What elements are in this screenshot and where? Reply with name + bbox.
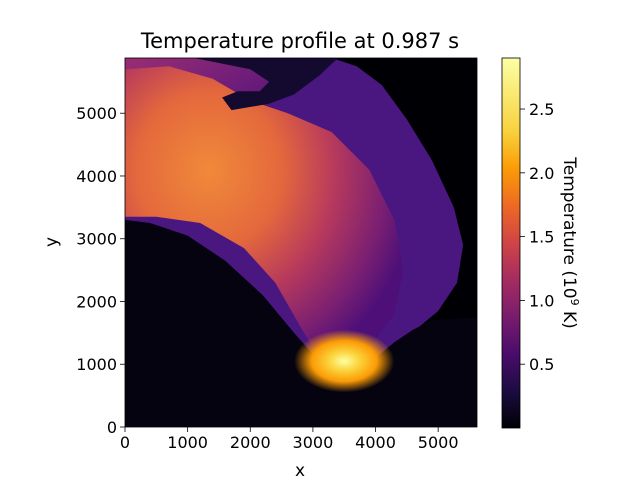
x-axis-label: x bbox=[295, 461, 305, 480]
chart-title: Temperature profile at 0.987 s bbox=[140, 29, 459, 53]
colorbar bbox=[501, 57, 521, 429]
colorbar-label-main: Temperature (10 bbox=[559, 156, 579, 298]
y-tick-label: 4000 bbox=[76, 167, 117, 186]
colorbar-label-end: K) bbox=[559, 306, 579, 329]
x-tick-label: 5000 bbox=[418, 433, 459, 452]
colorbar-label: Temperature (109 K) bbox=[559, 156, 581, 329]
plot-frame bbox=[124, 57, 478, 428]
x-tick-label: 0 bbox=[120, 433, 130, 452]
heatmap-plot-area bbox=[125, 58, 477, 427]
colorbar-tick-label: 1.5 bbox=[529, 228, 554, 247]
x-tick-label: 1000 bbox=[167, 433, 208, 452]
heatmap-shocked-shell-region bbox=[125, 66, 404, 365]
y-tick-label: 2000 bbox=[76, 292, 117, 311]
heatmap-hot-spot bbox=[294, 329, 395, 393]
colorbar-tick-label: 1.0 bbox=[529, 291, 554, 310]
x-tick-label: 3000 bbox=[293, 433, 334, 452]
x-axis-ticks: 0 1000 2000 3000 4000 5000 bbox=[120, 427, 459, 452]
heatmap-core-region bbox=[125, 219, 477, 427]
y-tick-label: 1000 bbox=[76, 355, 117, 374]
y-axis-ticks: 0 1000 2000 3000 4000 5000 bbox=[76, 104, 125, 437]
colorbar-ticks: 0.5 1.0 1.5 2.0 2.5 bbox=[520, 100, 554, 374]
heatmap-dark-swirl bbox=[193, 58, 338, 111]
x-tick-label: 4000 bbox=[355, 433, 396, 452]
colorbar-tick-label: 0.5 bbox=[529, 355, 554, 374]
colorbar-label-exponent: 9 bbox=[568, 299, 581, 306]
colorbar-tick-label: 2.0 bbox=[529, 164, 554, 183]
colorbar-tick-label: 2.5 bbox=[529, 100, 554, 119]
y-axis-label: y bbox=[42, 237, 62, 247]
x-tick-label: 2000 bbox=[230, 433, 271, 452]
y-tick-label: 3000 bbox=[76, 230, 117, 249]
y-tick-label: 5000 bbox=[76, 104, 117, 123]
y-tick-label: 0 bbox=[107, 418, 117, 437]
